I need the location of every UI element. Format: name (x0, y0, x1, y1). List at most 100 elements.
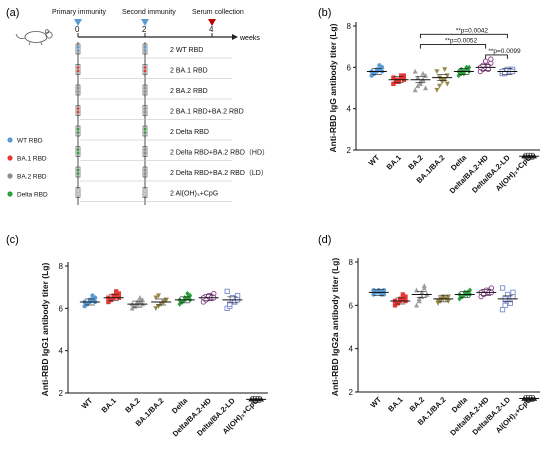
panel-a-label: (a) (6, 7, 19, 19)
data-point (415, 74, 421, 80)
series-7 (246, 396, 267, 403)
group-label: 2 Delta RBD+BA.2 RBD（HD） (170, 149, 269, 157)
group-label: 2 WT RBD (170, 47, 203, 54)
antigen-dot (143, 168, 147, 172)
timeline-unit: weeks (239, 35, 260, 42)
data-point (229, 295, 236, 301)
timeline-event-name: Second immunity (122, 9, 176, 16)
data-point (507, 300, 513, 306)
data-point (401, 73, 407, 78)
data-point (224, 288, 230, 295)
y-tick-label: 6 (347, 63, 352, 72)
x-tick-label: BA.1 (386, 395, 404, 413)
data-point (502, 302, 508, 308)
significance-bracket: **p=0.0099 (485, 48, 521, 59)
data-point (156, 293, 162, 299)
mouse-illustration (15, 29, 53, 46)
data-point (510, 294, 516, 300)
data-point (459, 293, 465, 300)
syringe-icon (142, 64, 148, 78)
antigen-dot (143, 69, 147, 73)
antigen-dot (76, 151, 80, 155)
series-0 (368, 287, 389, 297)
data-point (459, 66, 464, 73)
antigen-dot (76, 131, 80, 134)
x-tick-label: BA.1 (385, 153, 403, 171)
data-point (412, 68, 418, 74)
data-point (505, 291, 511, 298)
series-3 (433, 294, 454, 306)
data-point (392, 303, 398, 308)
data-point (153, 295, 159, 301)
series-4 (454, 287, 475, 302)
data-point (419, 289, 425, 295)
y-tick-label: 2 (59, 389, 64, 398)
antigen-dot (76, 172, 80, 175)
data-point (416, 298, 422, 304)
antigen-dot (76, 90, 80, 93)
series-4 (453, 64, 474, 79)
data-point (111, 293, 116, 298)
data-point (227, 301, 233, 307)
series-2 (127, 295, 148, 311)
bracket-line (485, 54, 508, 59)
y-tick-label: 6 (349, 301, 354, 310)
y-axis-label: Anti-RBD IgG2a antibody titer (Lg) (330, 258, 340, 397)
syringe-icon (75, 43, 81, 57)
data-point (415, 83, 421, 89)
data-point (420, 70, 426, 76)
antigen-dot (76, 45, 80, 49)
group-label: 2 Al(OH)₃+CpG (170, 191, 218, 198)
data-point (499, 285, 506, 291)
antigen-dot (76, 86, 80, 90)
data-point (485, 66, 491, 73)
timeline-event-marker (141, 19, 149, 26)
data-point (399, 73, 404, 78)
group-label: 2 BA.2 RBD (170, 88, 208, 95)
series-5 (198, 290, 219, 305)
data-point (439, 77, 445, 83)
y-tick-label: 2 (347, 146, 352, 155)
panel-b-label: (b) (318, 7, 331, 19)
series-2 (411, 283, 432, 308)
series-1 (390, 292, 411, 308)
data-point (114, 293, 119, 298)
syringe-icon (75, 146, 81, 160)
data-point (435, 298, 441, 304)
x-tick-label: Delta (449, 152, 469, 172)
antigen-dot (143, 45, 147, 49)
timeline-event-name: Serum collection (192, 9, 244, 16)
panel-c-label: (c) (6, 234, 19, 246)
x-tick-label: WT (367, 153, 382, 168)
data-point (412, 87, 418, 93)
data-point (488, 56, 494, 62)
antigen-dot (143, 189, 147, 192)
group-label: 2 Delta RBD (170, 129, 209, 136)
data-point (391, 75, 396, 80)
data-point (461, 70, 467, 77)
timeline-event-marker (208, 19, 216, 26)
data-point (414, 287, 420, 293)
syringe-icon (75, 125, 81, 139)
data-point (185, 290, 190, 297)
data-point (445, 298, 451, 304)
syringe-icon (142, 187, 148, 201)
y-tick-label: 4 (347, 105, 352, 114)
data-point (444, 81, 450, 87)
y-tick-label: 8 (347, 22, 352, 31)
antigen-dot (76, 127, 80, 131)
series-6 (497, 285, 518, 313)
series-7 (519, 152, 540, 160)
data-point (381, 287, 387, 293)
data-point (423, 85, 429, 91)
legend-label: WT RBD (17, 138, 43, 145)
x-tick-label: BA.2 (123, 396, 141, 414)
data-point (510, 289, 516, 295)
antigen-dot (143, 192, 147, 196)
timeline-event-marker (74, 19, 82, 26)
data-point (203, 297, 209, 303)
data-point (499, 307, 506, 313)
syringe-icon (142, 84, 148, 98)
group-label: 2 Delta RBD+BA.2 RBD（LD） (170, 169, 268, 177)
